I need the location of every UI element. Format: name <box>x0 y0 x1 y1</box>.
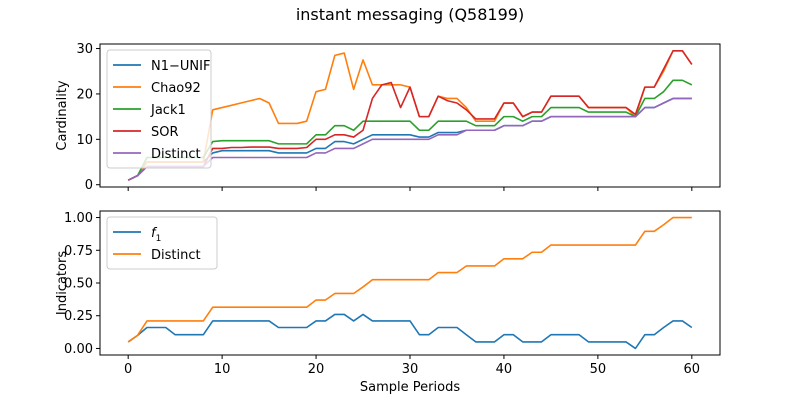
legend: N1−UNIF Chao92 Jack1 SOR Distinct <box>106 49 212 169</box>
x-tick-label: 0 <box>124 362 132 377</box>
legend-entry-label: f1 <box>151 226 161 244</box>
x-tick-label: 60 <box>684 362 701 377</box>
legend-box <box>106 216 218 270</box>
cardinality-panel: 0 10 20 30 Cardinality N1−UNIF Chao92 Jack1 SOR D… <box>55 42 721 193</box>
x-axis-label: Sample Periods <box>360 380 460 395</box>
y-axis-label: Cardinality <box>55 80 70 151</box>
series-line-distinct <box>127 216 692 343</box>
x-tick-label: 50 <box>590 362 607 377</box>
x-tick-label: 10 <box>214 362 231 377</box>
indicators-panel: 0 10 20 30 40 50 60 0.00 0.25 0.50 0.75 1.00 Indicat… <box>55 210 721 395</box>
y-tick-label: 0.00 <box>64 342 93 357</box>
y-tick-label: 0 <box>85 178 93 193</box>
legend-entry-label: Jack1 <box>150 103 186 118</box>
x-tick-label: 20 <box>308 362 325 377</box>
legend-entry-label: N1−UNIF <box>151 59 210 74</box>
y-tick-label: 1.00 <box>64 211 93 226</box>
y-tick-label: 0.75 <box>64 244 93 259</box>
series-line-sor <box>127 50 693 181</box>
y-tick-label: 0.50 <box>64 277 93 292</box>
y-tick-label: 30 <box>76 42 93 57</box>
x-tick-label: 30 <box>402 362 419 377</box>
y-tick-label: 0.25 <box>64 309 93 324</box>
y-tick-label: 10 <box>76 133 93 148</box>
legend-entry-label: SOR <box>151 125 179 140</box>
legend-entry-label: Distinct <box>151 147 201 162</box>
figure-title: instant messaging (Q58199) <box>296 5 524 24</box>
series-line-f1 <box>127 313 693 350</box>
series-line-distinct <box>127 97 692 181</box>
x-tick-label: 40 <box>496 362 513 377</box>
series-line-jack1 <box>127 79 693 181</box>
y-axis-label: Indicators <box>55 251 70 315</box>
legend: f1 Distinct <box>106 216 218 270</box>
legend-box <box>106 49 212 169</box>
series-line-chao92 <box>127 50 693 181</box>
legend-entry-label: Distinct <box>151 248 201 263</box>
legend-entry-label: Chao92 <box>151 81 201 96</box>
y-tick-label: 20 <box>76 87 93 102</box>
